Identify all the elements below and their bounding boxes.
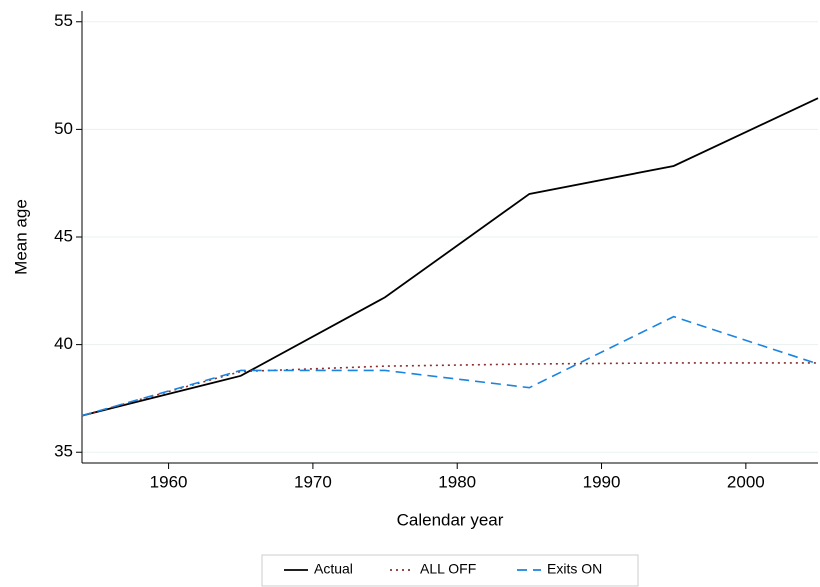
series-line [81, 362, 818, 417]
y-tick-label: 45 [54, 226, 73, 245]
y-tick-label: 40 [54, 334, 73, 353]
y-tick-label: 55 [54, 11, 73, 30]
legend-label: ALL OFF [420, 561, 476, 577]
legend-box [261, 554, 639, 587]
x-tick-label: 1970 [294, 472, 332, 491]
series-line [81, 97, 819, 417]
x-tick-label: 1990 [583, 472, 621, 491]
y-axis-label: Mean age [11, 199, 30, 275]
series-line [81, 315, 819, 417]
x-tick-label: 2000 [727, 472, 765, 491]
legend-label: Actual [314, 561, 353, 577]
y-tick-label: 35 [54, 442, 73, 461]
x-axis-label: Calendar year [397, 510, 504, 529]
legend-label: Exits ON [547, 561, 602, 577]
x-tick-label: 1960 [150, 472, 188, 491]
y-tick-label: 50 [54, 119, 73, 138]
x-tick-label: 1980 [438, 472, 476, 491]
